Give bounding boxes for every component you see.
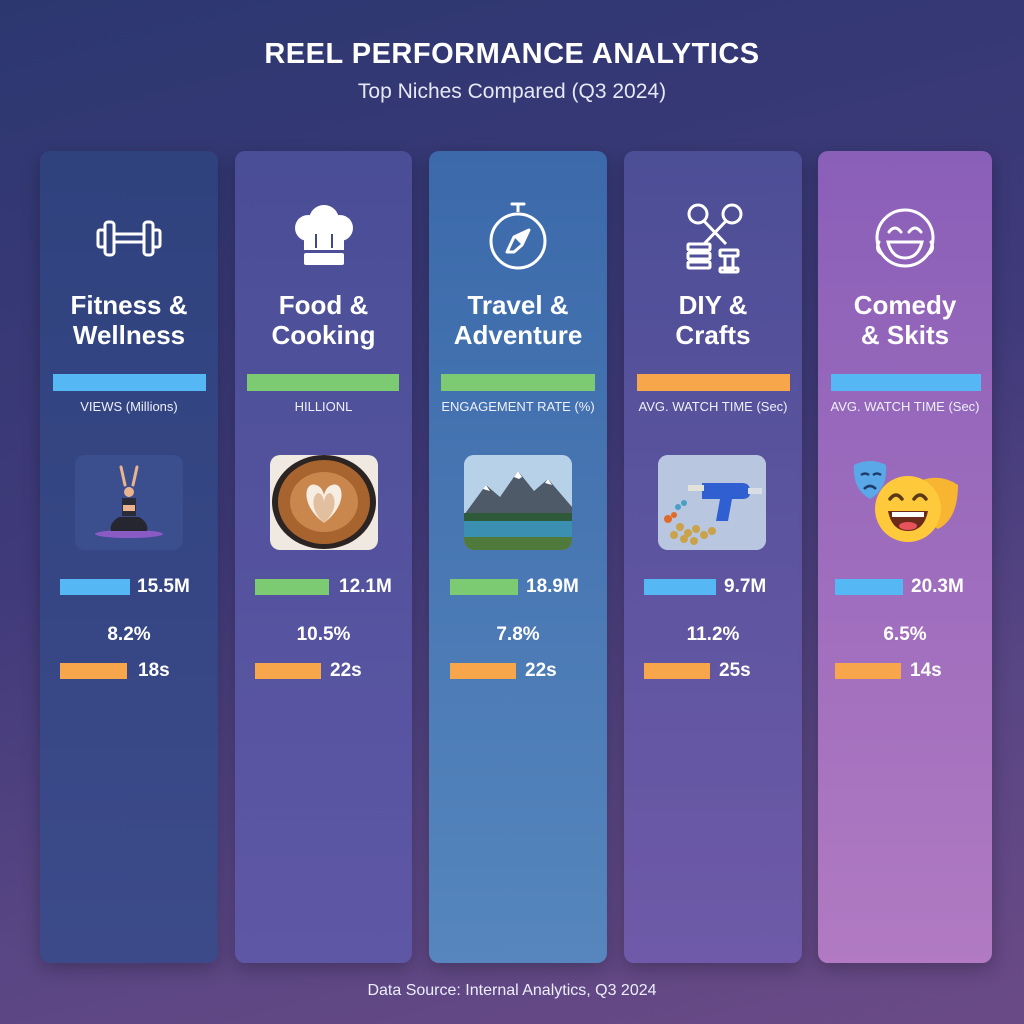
page-subtitle: Top Niches Compared (Q3 2024) <box>357 80 667 103</box>
views-bar <box>835 579 903 595</box>
data-source-footer: Data Source: Internal Analytics, Q3 2024 <box>367 982 657 999</box>
niche-title-fitness: Fitness & Wellness <box>40 290 218 350</box>
column-card-diy <box>624 151 802 963</box>
metric-color-bar <box>637 374 790 391</box>
niche-title-line: Food & <box>278 290 369 320</box>
column-card-fitness <box>40 151 218 963</box>
engagement-value: 10.5% <box>296 624 351 645</box>
page-title: REEL PERFORMANCE ANALYTICS <box>264 38 760 70</box>
niche-title-food: Food & Cooking <box>235 290 412 350</box>
niche-title-line: Wellness <box>72 320 186 350</box>
niche-title-line: Fitness & <box>70 290 188 320</box>
yoga-pose-thumbnail <box>75 455 183 550</box>
metric-color-bar <box>53 374 206 391</box>
views-bar <box>644 579 716 595</box>
metric-color-bar <box>441 374 595 391</box>
views-bar <box>450 579 518 595</box>
niche-title-diy: DIY & Crafts <box>624 290 802 350</box>
glue-gun-beads-thumbnail <box>658 455 766 550</box>
metric-label: AVG. WATCH TIME (Sec) <box>830 399 980 414</box>
dumbbell-icon <box>89 198 169 278</box>
engagement-value: 6.5% <box>883 624 927 645</box>
compass-icon <box>478 198 558 278</box>
watch-time-bar <box>255 663 321 679</box>
niche-title-line: Crafts <box>675 320 751 350</box>
metric-label: HILLIONL <box>294 399 353 414</box>
metric-label: ENGAGEMENT RATE (%) <box>441 399 595 414</box>
comedy-masks-thumbnail <box>846 455 966 545</box>
laughing-face-icon <box>865 198 945 278</box>
scissors-tools-icon <box>674 198 754 278</box>
watch-time-value: 18s <box>138 660 170 681</box>
niche-title-comedy: Comedy & Skits <box>818 290 992 350</box>
engagement-value: 8.2% <box>107 624 151 645</box>
column-card-food <box>235 151 412 963</box>
column-card-travel <box>429 151 607 963</box>
niche-title-line: Adventure <box>453 320 583 350</box>
niche-title-line: & Skits <box>860 320 950 350</box>
metric-color-bar <box>247 374 399 391</box>
metric-label: VIEWS (Millions) <box>80 399 178 414</box>
latte-art-thumbnail <box>270 455 378 550</box>
watch-time-bar <box>644 663 710 679</box>
niche-title-line: Comedy <box>853 290 957 320</box>
views-value: 15.5M <box>137 576 190 597</box>
views-value: 20.3M <box>911 576 964 597</box>
chef-hat-icon <box>284 198 364 278</box>
watch-time-value: 22s <box>330 660 362 681</box>
views-value: 12.1M <box>339 576 392 597</box>
watch-time-value: 14s <box>910 660 942 681</box>
engagement-value: 11.2% <box>686 624 740 645</box>
views-bar <box>255 579 329 595</box>
views-value: 18.9M <box>526 576 579 597</box>
watch-time-value: 25s <box>719 660 751 681</box>
niche-title-line: Cooking <box>271 320 376 350</box>
niche-title-line: DIY & <box>678 290 748 320</box>
watch-time-bar <box>60 663 127 679</box>
watch-time-value: 22s <box>525 660 557 681</box>
column-card-comedy <box>818 151 992 963</box>
metric-label: AVG. WATCH TIME (Sec) <box>638 399 788 414</box>
niche-title-line: Travel & <box>467 290 569 320</box>
views-value: 9.7M <box>724 576 767 597</box>
engagement-value: 7.8% <box>496 624 540 645</box>
watch-time-bar <box>835 663 901 679</box>
mountain-lake-thumbnail <box>464 455 572 550</box>
niche-title-travel: Travel & Adventure <box>429 290 607 350</box>
metric-color-bar <box>831 374 981 391</box>
watch-time-bar <box>450 663 516 679</box>
views-bar <box>60 579 130 595</box>
